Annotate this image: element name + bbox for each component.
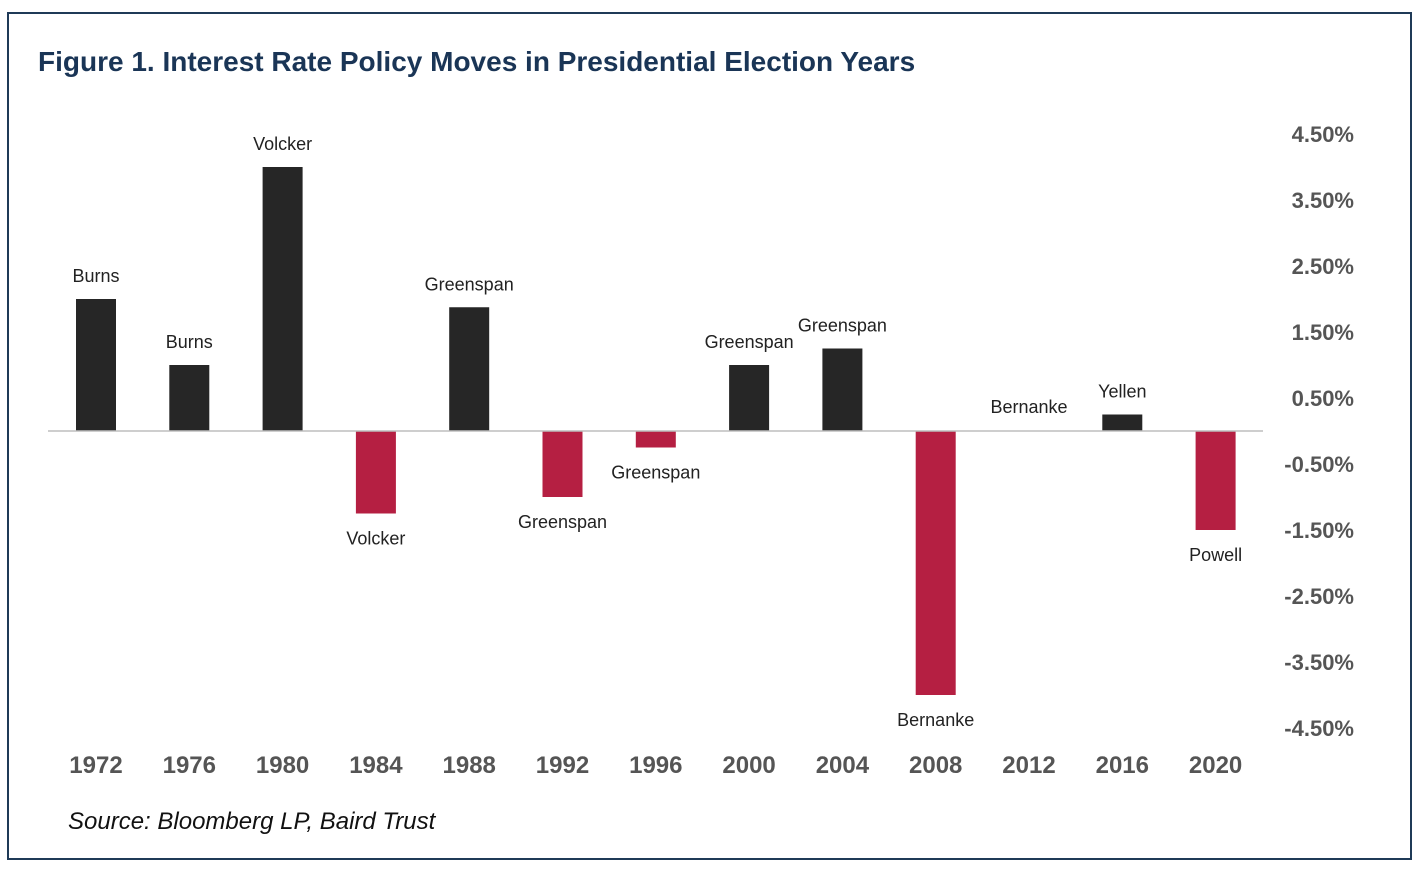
bar-1984: [355, 431, 396, 514]
figure-frame: [7, 12, 1412, 860]
x-tick-1972: 1972: [69, 752, 122, 779]
bar-label-2012: Bernanke: [990, 397, 1067, 417]
y-tick-label: 4.50%: [1292, 122, 1354, 147]
bar-2008: [915, 431, 956, 695]
y-tick-label: 3.50%: [1292, 188, 1354, 213]
x-axis: 1972 1976 1980 1984 1988 1992 1996 2000 2004 2008…: [69, 752, 1242, 779]
bar-label-1984: Volcker: [346, 529, 405, 549]
y-tick-label: -1.50%: [1284, 518, 1354, 543]
bar-label-1976: Burns: [166, 332, 213, 352]
bar-label-2004: Greenspan: [798, 316, 887, 336]
y-tick-label: 2.50%: [1292, 254, 1354, 279]
x-tick-1988: 1988: [443, 752, 496, 779]
y-tick-label: -3.50%: [1284, 650, 1354, 675]
bar-2020: [1195, 431, 1236, 530]
bar-label-1988: Greenspan: [425, 274, 514, 294]
bar-labels-group: BurnsBurnsVolckerVolckerGreenspanGreensp…: [72, 134, 1242, 730]
bar-label-1996: Greenspan: [611, 463, 700, 483]
x-tick-1992: 1992: [536, 752, 589, 779]
bar-label-2020: Powell: [1189, 545, 1242, 565]
bar-label-1992: Greenspan: [518, 512, 607, 532]
x-tick-1996: 1996: [629, 752, 682, 779]
x-tick-1984: 1984: [349, 752, 403, 779]
figure-title: Figure 1. Interest Rate Policy Moves in …: [38, 46, 916, 77]
bar-label-1980: Volcker: [253, 134, 312, 154]
y-tick-label: 0.50%: [1292, 386, 1354, 411]
x-tick-2004: 2004: [816, 752, 870, 779]
bar-label-2016: Yellen: [1098, 382, 1146, 402]
bar-1992: [542, 431, 583, 497]
y-axis: 4.50% 3.50% 2.50% 1.50% 0.50% -0.50% -1.50% -2.…: [1284, 122, 1354, 741]
x-tick-2008: 2008: [909, 752, 962, 779]
bar-2016: [1102, 414, 1143, 431]
bar-label-2000: Greenspan: [705, 332, 794, 352]
bar-2004: [822, 348, 863, 431]
bar-1980: [262, 167, 303, 431]
x-tick-1980: 1980: [256, 752, 309, 779]
x-tick-2020: 2020: [1189, 752, 1242, 779]
x-tick-1976: 1976: [163, 752, 216, 779]
bars-group: [76, 167, 1236, 695]
y-tick-label: -4.50%: [1284, 716, 1354, 741]
y-tick-label: -2.50%: [1284, 584, 1354, 609]
bar-2000: [729, 365, 770, 431]
y-tick-label: 1.50%: [1292, 320, 1354, 345]
x-tick-2016: 2016: [1096, 752, 1149, 779]
bar-1988: [449, 307, 490, 431]
bar-1976: [169, 365, 210, 431]
x-tick-2000: 2000: [722, 752, 775, 779]
source-note: Source: Bloomberg LP, Baird Trust: [68, 808, 436, 835]
x-tick-2012: 2012: [1002, 752, 1055, 779]
y-tick-label: -0.50%: [1284, 452, 1354, 477]
bar-label-2008: Bernanke: [897, 710, 974, 730]
bar-1996: [635, 431, 676, 448]
bar-1972: [76, 299, 116, 431]
bar-label-1972: Burns: [72, 266, 119, 286]
